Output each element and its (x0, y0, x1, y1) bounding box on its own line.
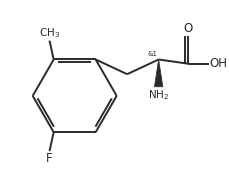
Text: NH$_2$: NH$_2$ (147, 88, 169, 102)
Text: CH$_3$: CH$_3$ (39, 26, 60, 39)
Text: F: F (46, 152, 53, 165)
Text: OH: OH (209, 57, 227, 70)
Text: O: O (183, 22, 192, 35)
Polygon shape (154, 59, 162, 87)
Text: &1: &1 (147, 51, 157, 57)
